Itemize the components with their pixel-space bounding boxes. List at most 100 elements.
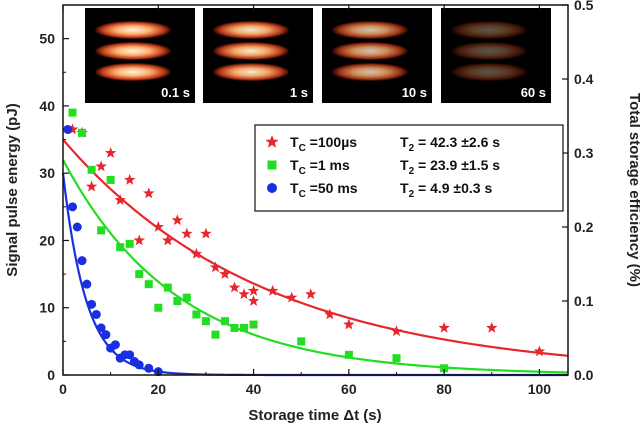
x-tick-label: 60: [341, 381, 357, 397]
series-1-point: [247, 295, 260, 306]
inset-images: 0.1 s 1 s 10 s 60 s: [85, 8, 551, 103]
inset-stripe: [95, 21, 171, 39]
x-tick-label: 100: [528, 381, 552, 397]
series-3-point: [68, 202, 78, 212]
series-2-point: [154, 303, 163, 312]
legend-t2-2: T2 = 23.9 ±1.5 s: [400, 157, 500, 177]
series-3-point: [144, 363, 154, 373]
y2-tick-label: 0.4: [574, 71, 594, 87]
legend-marker-3: [267, 183, 277, 193]
series-1-point: [66, 123, 79, 135]
series-2-point: [211, 330, 220, 339]
y-tick-label: 50: [39, 31, 55, 47]
series-3-point: [82, 279, 92, 289]
inset-2: 1 s: [203, 8, 313, 103]
y2-tick-label: 0.2: [574, 219, 594, 235]
series-1-point: [200, 227, 212, 239]
series-1-point: [152, 221, 164, 232]
series-1-point: [190, 247, 203, 259]
inset-stripe: [451, 42, 527, 60]
inset-3: 10 s: [322, 8, 432, 103]
series-1-point: [162, 234, 174, 246]
series-2-point: [87, 165, 96, 174]
y2-tick-label: 0.1: [574, 293, 594, 309]
y2-axis-label: Total storage efficiency (%): [626, 93, 640, 287]
series-3-point: [110, 340, 120, 350]
legend: TC =100µs T2 = 42.3 ±2.6 s TC =1 ms T2 = 23…: [254, 124, 564, 212]
inset-stripe: [95, 42, 171, 60]
series-3-point: [77, 256, 87, 266]
y-tick-label: 30: [39, 165, 55, 181]
x-tick-label: 40: [246, 381, 262, 397]
series-2-point: [144, 280, 153, 289]
series-3-point: [96, 323, 106, 333]
data-points: [63, 108, 546, 377]
series-1-point: [181, 227, 193, 239]
fit-curve-1: [62, 138, 569, 357]
fit-curve-2: [62, 159, 569, 374]
y-tick-label: 10: [39, 300, 55, 316]
x-tick-label: 80: [436, 381, 452, 397]
y-tick-label: 40: [39, 98, 55, 114]
inset-4: 60 s: [441, 8, 551, 103]
series-2-point: [106, 175, 115, 184]
inset-stripe: [451, 21, 527, 39]
inset-stripe: [213, 63, 289, 81]
series-2-point: [240, 323, 249, 332]
series-2-point: [344, 350, 353, 359]
series-2-point: [249, 320, 258, 329]
inset-stripe: [451, 63, 527, 81]
y-tick-label: 0: [47, 367, 55, 383]
series-2-point: [163, 283, 172, 292]
y2-tick-label: 0.3: [574, 145, 594, 161]
series-1-point: [533, 345, 546, 357]
axis-ticks: 0 20 40 60 80 100 0 10 20 30 40 50 0.0 0.1 0.2 0.3 0.4 0.…: [39, 0, 593, 397]
series-1-point: [143, 187, 155, 199]
y2-tick-label: 0.5: [574, 0, 594, 13]
inset-stripe: [332, 42, 408, 60]
series-1-point: [285, 291, 298, 303]
legend-tc-3: TC =50 ms: [290, 180, 358, 200]
series-3-point: [134, 360, 144, 370]
series-3-point: [72, 222, 82, 232]
series-1-point: [104, 147, 117, 158]
inset-stripe: [332, 63, 408, 81]
series-2-point: [68, 108, 77, 117]
legend-tc-2: TC =1 ms: [290, 157, 350, 177]
inset-stripe: [95, 63, 171, 81]
series-2-point: [78, 128, 87, 137]
series-2-point: [182, 293, 191, 302]
series-1-point: [324, 308, 336, 320]
inset-label: 10 s: [402, 85, 427, 100]
series-2-point: [230, 323, 239, 332]
inset-label: 60 s: [521, 85, 546, 100]
series-1-point: [305, 288, 317, 300]
x-axis-label: Storage time Δt (s): [248, 407, 381, 424]
inset-label: 1 s: [290, 85, 308, 100]
inset-1: 0.1 s: [85, 8, 195, 103]
x-tick-label: 0: [59, 381, 67, 397]
series-1-point: [209, 261, 222, 273]
series-1-point: [486, 321, 498, 333]
legend-marker-2: [267, 160, 277, 170]
legend-tc-1: TC =100µs: [290, 134, 357, 154]
legend-t2-1: T2 = 42.3 ±2.6 s: [400, 134, 500, 154]
legend-t2-3: T2 = 4.9 ±0.3 s: [400, 180, 492, 200]
series-2-point: [201, 317, 210, 326]
series-2-point: [440, 364, 449, 373]
inset-stripe: [213, 42, 289, 60]
series-1-point: [133, 234, 145, 246]
series-3-point: [63, 124, 73, 134]
y2-tick-label: 0.0: [574, 367, 594, 383]
series-1-point: [95, 160, 107, 172]
series-2-point: [135, 270, 144, 279]
series-2-point: [97, 226, 106, 235]
series-3-point: [101, 330, 111, 340]
series-1-point: [171, 214, 184, 226]
series-2-point: [392, 354, 401, 363]
series-1-point: [114, 194, 126, 205]
series-2-point: [116, 243, 125, 252]
x-tick-label: 20: [150, 381, 166, 397]
series-1-point: [266, 284, 279, 296]
